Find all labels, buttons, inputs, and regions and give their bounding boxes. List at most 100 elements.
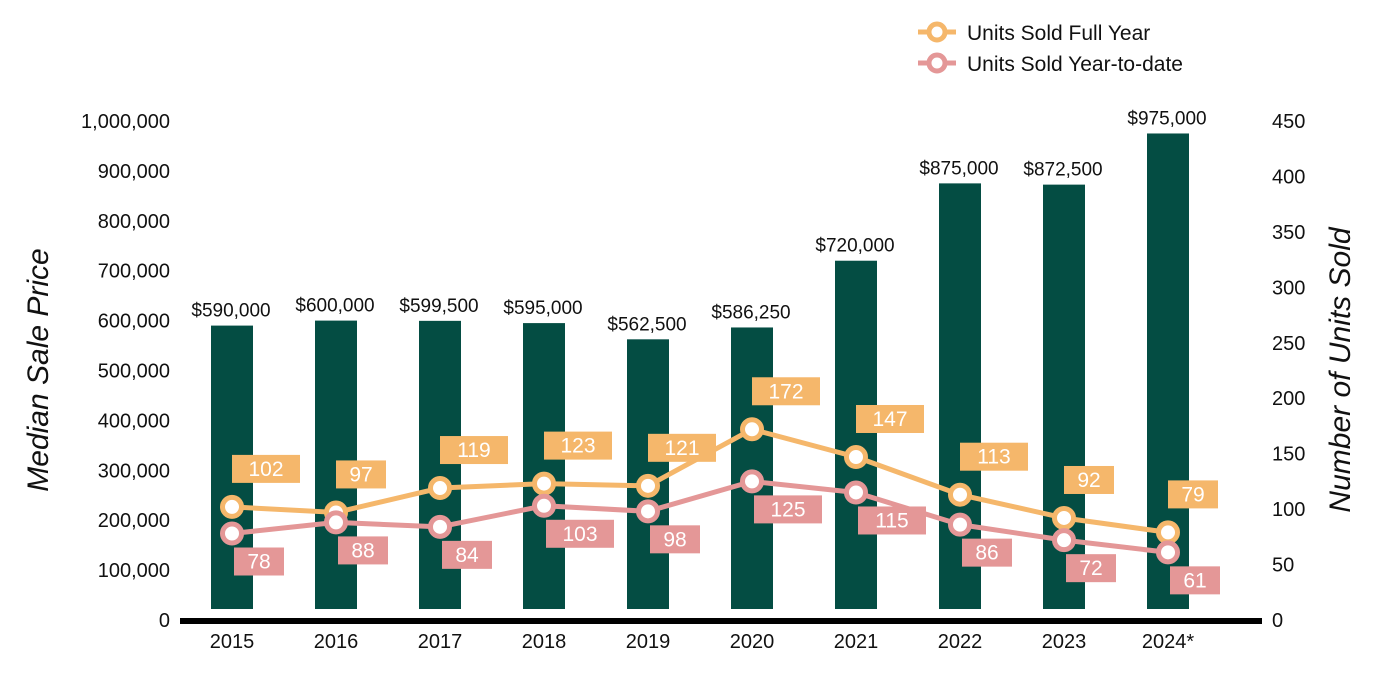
y2-tick-label: 100 <box>1272 499 1305 521</box>
bar-data-label: $586,250 <box>711 302 790 323</box>
bar-data-label: $599,500 <box>399 296 478 317</box>
x-tick-label: 2022 <box>938 631 983 653</box>
bar-data-label: $595,000 <box>503 298 582 319</box>
series-marker <box>1156 520 1180 545</box>
y-tick-label: 500,000 <box>98 361 170 383</box>
data-label-box <box>1170 566 1220 595</box>
series-marker <box>1052 505 1076 530</box>
series-marker <box>220 494 244 519</box>
data-label-box <box>442 540 492 569</box>
bar-data-label: $590,000 <box>191 301 270 322</box>
data-label-box <box>752 377 820 406</box>
data-label: 119 <box>457 439 490 462</box>
data-label-box <box>440 436 508 465</box>
data-label-box <box>754 495 822 524</box>
data-label-box <box>338 536 388 565</box>
bar <box>731 327 773 609</box>
series-marker <box>220 521 244 546</box>
series-marker <box>532 493 556 518</box>
bar-data-label: $975,000 <box>1127 108 1206 129</box>
legend-label: Units Sold Full Year <box>967 22 1150 45</box>
data-label: 172 <box>768 380 803 403</box>
y-tick-label: 0 <box>159 610 170 632</box>
data-label-box <box>1066 554 1116 583</box>
x-tick-label: 2024* <box>1142 631 1194 653</box>
x-tick-label: 2018 <box>522 631 567 653</box>
data-label-box <box>336 460 386 489</box>
y-tick-label: 600,000 <box>98 311 170 333</box>
x-tick-label: 2017 <box>418 631 463 653</box>
y2-tick-label: 200 <box>1272 388 1305 410</box>
data-label-box <box>546 519 614 548</box>
data-label: 84 <box>455 544 479 567</box>
y-axis-title: Median Sale Price <box>22 248 55 491</box>
bar <box>939 183 981 609</box>
series-marker <box>636 499 660 524</box>
x-tick-label: 2023 <box>1042 631 1087 653</box>
data-label: 88 <box>351 539 374 562</box>
bar <box>523 323 565 609</box>
bar-data-label: $562,500 <box>607 314 686 335</box>
x-tick-label: 2021 <box>834 631 879 653</box>
data-label-box <box>856 404 924 433</box>
y2-axis-title: Number of Units Sold <box>1324 226 1357 512</box>
series-marker <box>324 510 348 535</box>
data-label: 97 <box>349 463 372 486</box>
series-marker <box>740 469 764 494</box>
data-label-box <box>544 431 612 460</box>
data-label: 92 <box>1077 469 1100 492</box>
x-tick-label: 2015 <box>210 631 255 653</box>
data-label-box <box>232 454 300 483</box>
x-tick-label: 2019 <box>626 631 671 653</box>
y-tick-label: 400,000 <box>98 410 170 432</box>
series-marker <box>948 512 972 537</box>
y-tick-label: 300,000 <box>98 460 170 482</box>
series-marker <box>428 514 452 539</box>
y-tick-label: 800,000 <box>98 211 170 233</box>
data-label: 102 <box>248 458 283 481</box>
data-label-box <box>1168 480 1218 509</box>
series-marker <box>1156 540 1180 565</box>
series-marker <box>532 471 556 496</box>
series-marker <box>740 417 764 442</box>
data-label: 78 <box>247 551 270 574</box>
y-tick-label: 100,000 <box>98 560 170 582</box>
y2-tick-label: 150 <box>1272 444 1305 466</box>
data-label-box <box>962 538 1012 567</box>
y2-tick-label: 300 <box>1272 277 1305 299</box>
y2-tick-label: 450 <box>1272 111 1305 133</box>
data-label: 113 <box>977 446 1010 469</box>
data-label-box <box>960 442 1028 471</box>
x-tick-label: 2020 <box>730 631 775 653</box>
legend-label: Units Sold Year-to-date <box>967 53 1183 76</box>
bar-data-label: $720,000 <box>815 236 894 257</box>
y2-tick-label: 250 <box>1272 333 1305 355</box>
bar-data-label: $872,500 <box>1023 160 1102 181</box>
series-marker <box>636 473 660 498</box>
data-label: 123 <box>560 435 595 458</box>
data-label: 125 <box>770 498 805 521</box>
data-label-box <box>1064 465 1114 494</box>
x-tick-label: 2016 <box>314 631 359 653</box>
data-label: 103 <box>562 523 597 546</box>
series-marker <box>428 476 452 501</box>
y-tick-label: 900,000 <box>98 161 170 183</box>
data-label: 147 <box>872 408 907 431</box>
data-label-box <box>650 525 700 554</box>
y2-tick-label: 400 <box>1272 166 1305 188</box>
y2-tick-label: 0 <box>1272 610 1283 632</box>
series-marker <box>948 482 972 507</box>
y-tick-label: 200,000 <box>98 510 170 532</box>
y-tick-label: 700,000 <box>98 261 170 283</box>
data-label: 121 <box>664 437 699 460</box>
legend-marker <box>926 21 948 43</box>
data-label: 61 <box>1183 569 1206 592</box>
data-label: 86 <box>975 542 998 565</box>
series-marker <box>1052 528 1076 553</box>
data-label: 72 <box>1079 557 1102 580</box>
data-label-box <box>234 547 284 576</box>
legend-marker <box>926 52 948 74</box>
y2-tick-label: 350 <box>1272 222 1305 244</box>
bar-data-label: $600,000 <box>295 296 374 317</box>
data-label: 79 <box>1181 483 1204 506</box>
